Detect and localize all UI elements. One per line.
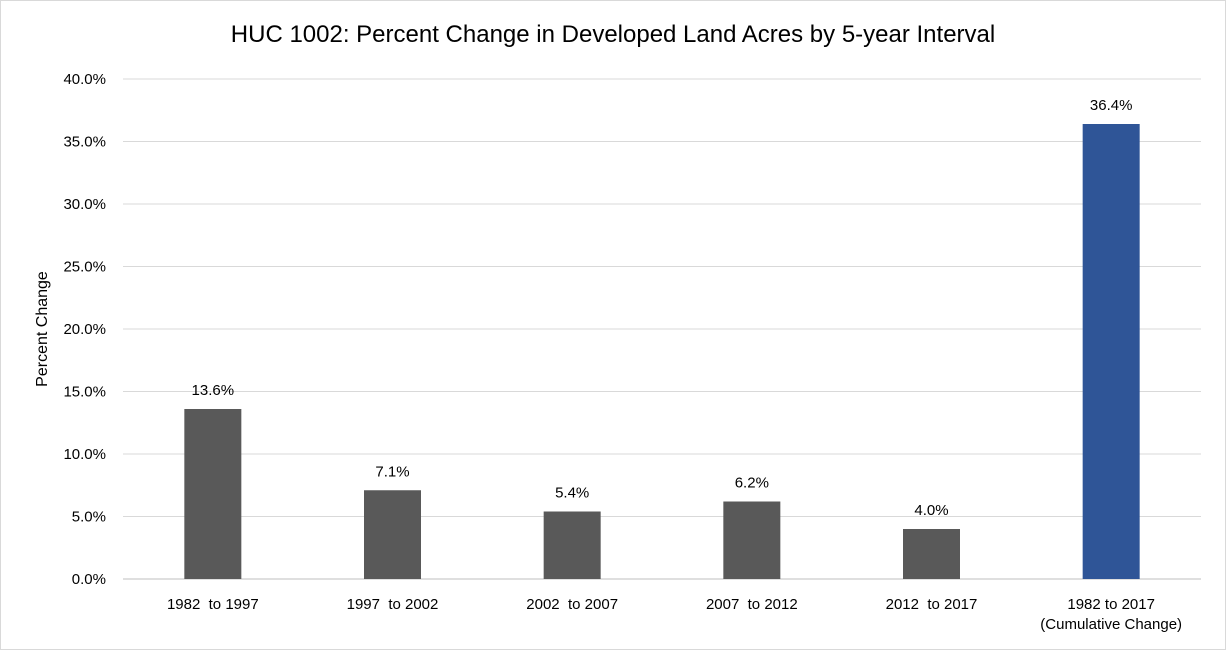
bar <box>543 511 601 579</box>
y-tick-label: 35.0% <box>63 134 106 151</box>
data-label: 5.4% <box>555 485 589 502</box>
x-tick-label: 1982 to 1997 <box>167 596 259 613</box>
bar <box>903 529 960 579</box>
y-tick-label: 0.0% <box>72 571 106 588</box>
y-tick-label: 10.0% <box>63 446 106 463</box>
x-tick-label: 1982 to 2017 <box>1067 596 1155 613</box>
chart-title: HUC 1002: Percent Change in Developed La… <box>230 21 996 48</box>
x-tick-label: 2012 to 2017 <box>886 596 978 613</box>
bar <box>364 490 421 579</box>
data-label: 13.6% <box>192 382 235 399</box>
y-tick-label: 25.0% <box>63 259 106 276</box>
x-tick-label: (Cumulative Change) <box>1040 616 1182 633</box>
bar <box>1082 124 1140 579</box>
bar <box>723 501 781 579</box>
y-tick-label: 40.0% <box>63 71 106 88</box>
data-label: 7.1% <box>375 463 409 480</box>
data-label: 36.4% <box>1090 97 1133 114</box>
y-tick-label: 5.0% <box>72 509 106 526</box>
y-tick-label: 30.0% <box>63 196 106 213</box>
x-tick-label: 2002 to 2007 <box>526 596 618 613</box>
bar <box>184 409 242 579</box>
x-tick-label: 1997 to 2002 <box>347 596 439 613</box>
y-tick-label: 15.0% <box>63 384 106 401</box>
data-label: 6.2% <box>735 475 769 492</box>
data-label: 4.0% <box>914 502 948 519</box>
x-tick-label: 2007 to 2012 <box>706 596 798 613</box>
y-tick-label: 20.0% <box>63 321 106 338</box>
